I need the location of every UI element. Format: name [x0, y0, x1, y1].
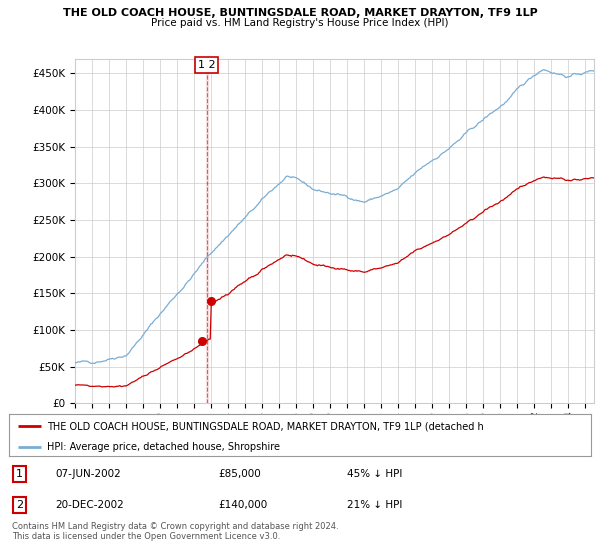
Text: 2: 2	[16, 500, 23, 510]
Text: Contains HM Land Registry data © Crown copyright and database right 2024.
This d: Contains HM Land Registry data © Crown c…	[12, 522, 338, 542]
Text: 21% ↓ HPI: 21% ↓ HPI	[347, 500, 402, 510]
Text: 1: 1	[16, 469, 23, 479]
Text: THE OLD COACH HOUSE, BUNTINGSDALE ROAD, MARKET DRAYTON, TF9 1LP (detached h: THE OLD COACH HOUSE, BUNTINGSDALE ROAD, …	[47, 421, 484, 431]
Text: Price paid vs. HM Land Registry's House Price Index (HPI): Price paid vs. HM Land Registry's House …	[151, 18, 449, 29]
Text: 07-JUN-2002: 07-JUN-2002	[56, 469, 121, 479]
Text: £85,000: £85,000	[218, 469, 261, 479]
Text: 20-DEC-2002: 20-DEC-2002	[56, 500, 124, 510]
Text: £140,000: £140,000	[218, 500, 268, 510]
Text: 1 2: 1 2	[198, 60, 215, 70]
Text: 45% ↓ HPI: 45% ↓ HPI	[347, 469, 402, 479]
Text: THE OLD COACH HOUSE, BUNTINGSDALE ROAD, MARKET DRAYTON, TF9 1LP: THE OLD COACH HOUSE, BUNTINGSDALE ROAD, …	[62, 8, 538, 18]
Text: HPI: Average price, detached house, Shropshire: HPI: Average price, detached house, Shro…	[47, 442, 280, 452]
Bar	[206, 59, 208, 403]
